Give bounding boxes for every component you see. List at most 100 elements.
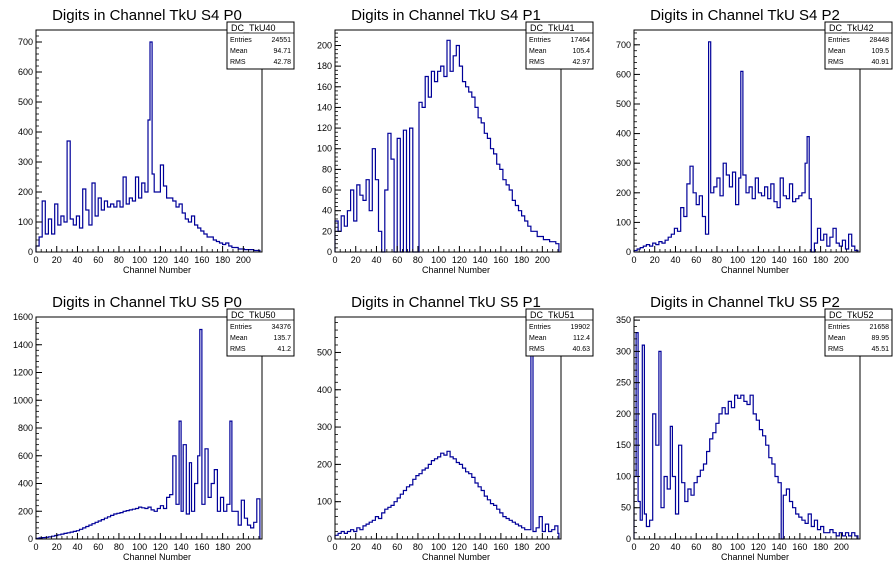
stats-box — [824, 21, 893, 70]
x-tick-label: 80 — [114, 542, 124, 552]
y-tick-label: 0 — [28, 247, 33, 257]
stats-entries-label: Entries — [529, 37, 551, 44]
y-tick-label: 500 — [616, 99, 631, 109]
stats-mean-label: Mean — [828, 48, 846, 55]
y-tick-label: 1000 — [13, 395, 33, 405]
x-tick-label: 180 — [514, 255, 529, 265]
x-tick-label: 20 — [351, 255, 361, 265]
y-tick-label: 400 — [317, 385, 332, 395]
x-tick-label: 180 — [813, 542, 828, 552]
chart-title: Digits in Channel TkU S5 P0 — [52, 294, 242, 311]
x-tick-label: 0 — [33, 255, 38, 265]
chart-title: Digits in Channel TkU S4 P2 — [650, 7, 840, 24]
x-axis-label: Channel Number — [123, 552, 191, 562]
y-tick-label: 0 — [327, 534, 332, 544]
stats-entries-value: 34376 — [272, 324, 292, 331]
stats-mean-value: 112.4 — [573, 335, 590, 342]
x-tick-label: 40 — [371, 255, 381, 265]
y-tick-label: 0 — [626, 247, 631, 257]
stats-mean-label: Mean — [529, 335, 547, 342]
histogram-svg: Digits in Channel TkU S4 P2 0 20 40 60 80 100 1… — [616, 7, 893, 275]
stats-rms-value: 45.51 — [871, 346, 889, 353]
y-tick-label: 100 — [616, 471, 631, 481]
chart-title: Digits in Channel TkU S4 P0 — [52, 7, 242, 24]
stats-entries-value: 21658 — [870, 324, 890, 331]
histogram-panel-s4-p1: Digits in Channel TkU S4 P1 0 20 40 60 80 100 1… — [299, 0, 597, 287]
stats-entries-label: Entries — [529, 324, 551, 331]
stats-mean-value: 135.7 — [273, 335, 291, 342]
histogram-line — [35, 41, 261, 252]
y-tick-label: 500 — [18, 97, 33, 107]
y-tick-label: 200 — [616, 409, 631, 419]
y-tick-label: 700 — [18, 37, 33, 47]
x-tick-label: 160 — [194, 255, 209, 265]
x-tick-label: 200 — [834, 542, 849, 552]
y-tick-label: 180 — [317, 61, 332, 71]
stats-rms-value: 41.2 — [277, 346, 291, 353]
x-tick-label: 0 — [332, 255, 337, 265]
stats-rms-value: 42.78 — [273, 59, 291, 66]
histogram-panel-s5-p0: Digits in Channel TkU S5 P0 0 20 40 60 80 100 1… — [0, 287, 298, 574]
stats-entries-value: 19902 — [571, 324, 591, 331]
y-tick-label: 300 — [616, 158, 631, 168]
y-tick-label: 160 — [317, 82, 332, 92]
y-tick-label: 300 — [317, 422, 332, 432]
stats-rms-label: RMS — [828, 59, 844, 66]
stats-mean-value: 94.71 — [273, 48, 291, 55]
y-tick-label: 800 — [18, 423, 33, 433]
histogram-line — [633, 41, 859, 253]
stats-box — [226, 21, 295, 70]
stats-entries-value: 17464 — [571, 37, 591, 44]
x-tick-label: 140 — [473, 255, 488, 265]
stats-name: DC_TkU51 — [530, 310, 575, 320]
y-tick-label: 400 — [616, 129, 631, 139]
y-tick-label: 300 — [616, 346, 631, 356]
stats-name: DC_TkU52 — [829, 310, 874, 320]
x-axis-label: Channel Number — [721, 552, 789, 562]
histogram-panel-s5-p2: Digits in Channel TkU S5 P2 0 20 40 60 80 100 1… — [598, 287, 896, 574]
histogram-panel-s4-p0: Digits in Channel TkU S4 P0 0 20 40 60 80 100 1… — [0, 0, 298, 287]
y-tick-label: 0 — [28, 534, 33, 544]
y-tick-label: 80 — [322, 164, 332, 174]
x-tick-label: 160 — [792, 255, 807, 265]
x-tick-label: 200 — [236, 255, 251, 265]
stats-box — [525, 21, 594, 70]
x-tick-label: 40 — [371, 542, 381, 552]
histogram-panel-s4-p2: Digits in Channel TkU S4 P2 0 20 40 60 80 100 1… — [598, 0, 896, 287]
y-tick-label: 0 — [327, 247, 332, 257]
y-tick-label: 1600 — [13, 312, 33, 322]
stats-box — [824, 308, 893, 357]
stats-name: DC_TkU41 — [530, 23, 575, 33]
stats-mean-label: Mean — [529, 48, 547, 55]
stats-rms-value: 42.97 — [572, 59, 590, 66]
stats-entries-label: Entries — [230, 37, 252, 44]
y-tick-label: 600 — [616, 69, 631, 79]
histogram-svg: Digits in Channel TkU S4 P0 0 20 40 60 80 100 1… — [18, 7, 295, 275]
x-tick-label: 140 — [772, 542, 787, 552]
x-tick-label: 40 — [670, 542, 680, 552]
x-tick-label: 40 — [72, 542, 82, 552]
stats-rms-value: 40.63 — [572, 346, 590, 353]
y-tick-label: 60 — [322, 185, 332, 195]
stats-entries-value: 28448 — [870, 37, 890, 44]
y-tick-label: 120 — [317, 123, 332, 133]
y-tick-label: 1400 — [13, 340, 33, 350]
stats-rms-value: 40.91 — [871, 59, 889, 66]
y-tick-label: 100 — [18, 217, 33, 227]
histogram-line — [35, 328, 261, 539]
histogram-panel-s5-p1: Digits in Channel TkU S5 P1 0 20 40 60 80 100 1… — [299, 287, 597, 574]
x-tick-label: 180 — [813, 255, 828, 265]
stats-entries-label: Entries — [828, 37, 850, 44]
y-tick-label: 200 — [616, 188, 631, 198]
stats-entries-value: 24551 — [272, 37, 292, 44]
x-tick-label: 100 — [431, 542, 446, 552]
plot-frame — [633, 316, 861, 540]
stats-mean-label: Mean — [230, 48, 248, 55]
stats-rms-label: RMS — [230, 346, 246, 353]
chart-title: Digits in Channel TkU S4 P1 — [351, 7, 541, 24]
y-tick-label: 150 — [616, 440, 631, 450]
stats-mean-value: 109.5 — [871, 48, 889, 55]
y-tick-label: 20 — [322, 226, 332, 236]
x-tick-label: 80 — [712, 542, 722, 552]
y-tick-label: 700 — [616, 40, 631, 50]
